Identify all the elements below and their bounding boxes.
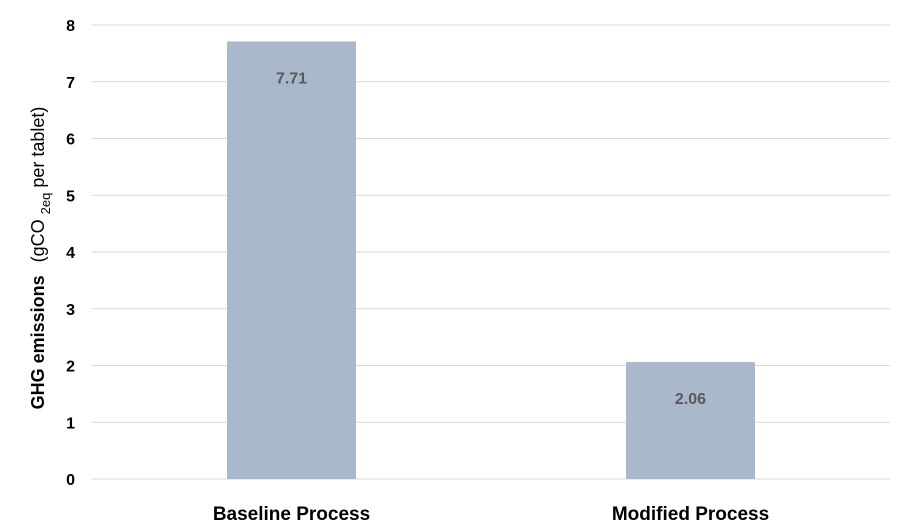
y-axis-label-unit: (gCO — [28, 219, 48, 262]
y-tick-label-3: 3 — [66, 302, 75, 319]
y-axis-label-subscript: 2eq — [38, 193, 53, 215]
y-tick-label-2: 2 — [66, 359, 75, 376]
y-axis-label-rest: per tablet) — [28, 107, 48, 188]
data-label-1: 7.71 — [276, 70, 307, 87]
y-tick-label-1: 1 — [66, 415, 75, 432]
category-label-2: Modified Process — [612, 504, 769, 525]
x-axis-categories: Baseline Process Modified Process — [213, 504, 769, 525]
y-tick-label-0: 0 — [66, 472, 75, 489]
y-tick-label-6: 6 — [66, 132, 75, 149]
y-tick-label-4: 4 — [66, 245, 75, 262]
category-label-1: Baseline Process — [213, 504, 370, 525]
data-label-2: 2.06 — [675, 391, 706, 408]
y-tick-label-5: 5 — [66, 188, 75, 205]
gridlines — [92, 24, 890, 480]
y-tick-label-7: 7 — [66, 75, 75, 92]
y-axis-label: GHG emissions (gCO 2eq per tablet) — [28, 107, 54, 410]
y-axis-ticks: 0 1 2 3 4 5 6 7 8 — [66, 18, 75, 489]
y-axis-label-bold: GHG emissions — [28, 275, 48, 409]
bar-1 — [227, 41, 356, 480]
bars — [227, 41, 755, 480]
bar-2 — [626, 362, 755, 479]
data-labels: 7.71 2.06 — [276, 70, 706, 408]
y-tick-label-8: 8 — [66, 18, 75, 35]
